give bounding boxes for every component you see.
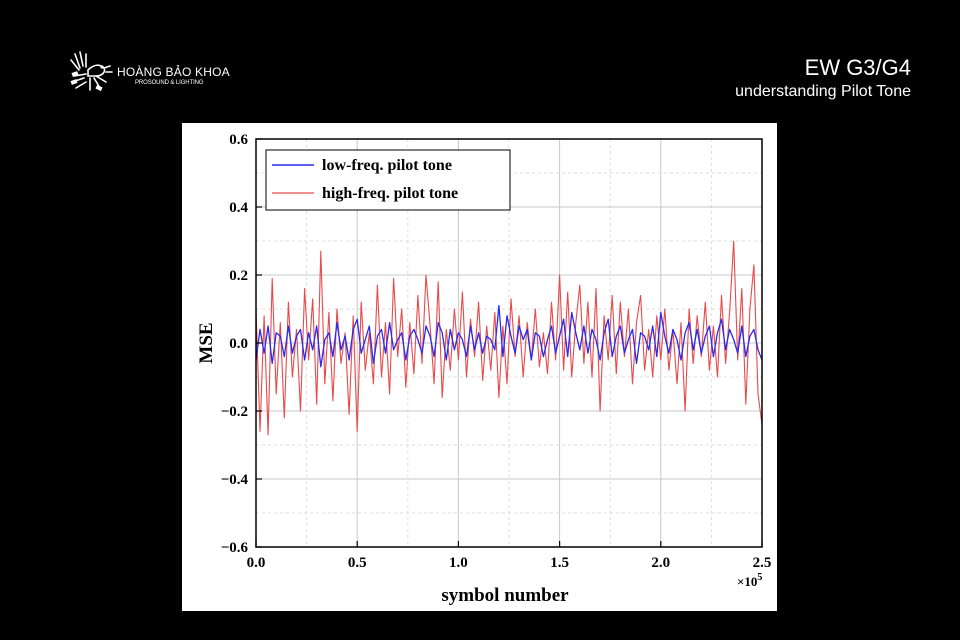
y-tick-label: 0.4 <box>229 200 248 216</box>
x-axis-label: symbol number <box>441 585 569 606</box>
x-tick-label: 2.0 <box>651 555 670 571</box>
y-tick-label: −0.6 <box>221 540 249 556</box>
x-tick-label: 0.0 <box>247 555 266 571</box>
y-tick-label: 0.6 <box>229 132 248 148</box>
series-line-low-freq <box>255 304 763 368</box>
legend-label-high-freq: high-freq. pilot tone <box>322 185 458 202</box>
series-line-high-freq <box>255 240 763 436</box>
ticks-layer: 0.0 0.5 1.0 1.5 2.0 2.5 0.6 0.4 0.2 0.0 −0.2 −0.4 −0… <box>221 132 772 571</box>
y-tick-label: −0.2 <box>221 404 248 420</box>
slide-title: EW G3/G4 <box>804 55 911 80</box>
y-tick-label: 0.0 <box>229 336 248 352</box>
series-layer <box>255 240 763 436</box>
chart-panel: 0.0 0.5 1.0 1.5 2.0 2.5 0.6 0.4 0.2 0.0 −0.2 −0.4 −0… <box>182 123 777 611</box>
x-axis-multiplier-base: ×10 <box>737 574 757 589</box>
x-tick-label: 0.5 <box>348 555 367 571</box>
y-tick-label: −0.4 <box>221 472 249 488</box>
mse-line-chart: 0.0 0.5 1.0 1.5 2.0 2.5 0.6 0.4 0.2 0.0 −0.2 −0.4 −0… <box>196 132 772 606</box>
phoenix-logo-icon <box>70 51 113 92</box>
legend-label-low-freq: low-freq. pilot tone <box>322 157 452 174</box>
x-tick-label: 1.0 <box>449 555 468 571</box>
x-tick-label: 1.5 <box>550 555 569 571</box>
x-axis-multiplier-exponent: 5 <box>757 572 762 583</box>
y-axis-label: MSE <box>196 322 217 363</box>
x-tick-label: 2.5 <box>753 555 772 571</box>
legend: low-freq. pilot tone high-freq. pilot to… <box>265 149 511 211</box>
x-axis-multiplier: ×105 <box>737 572 762 589</box>
y-tick-label: 0.2 <box>229 268 248 284</box>
brand-block: HOÀNG BẢO KHOA PROSOUND & LIGHTING <box>66 46 266 98</box>
brand-tagline: PROSOUND & LIGHTING <box>135 80 204 86</box>
brand-name: HOÀNG BẢO KHOA <box>117 65 230 79</box>
slide-subtitle: understanding Pilot Tone <box>735 83 911 100</box>
legend-box <box>265 149 511 211</box>
